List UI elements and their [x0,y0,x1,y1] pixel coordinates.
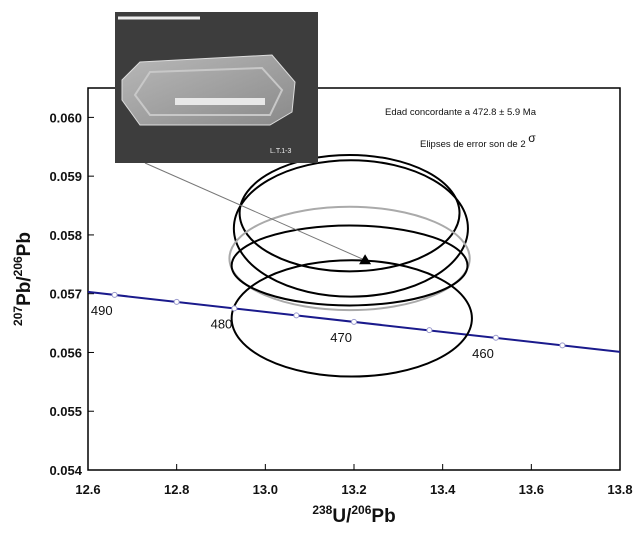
annotation: σ [528,131,536,145]
axis-label-part: U/ [332,506,352,527]
x-tick-label: 13.8 [607,482,632,497]
concordia-point [427,328,432,333]
error-ellipse [232,226,468,306]
axis-label-part: 206 [351,503,371,517]
y-tick-label: 0.056 [49,345,82,360]
concordia-point [294,313,299,318]
y-tick-label: 0.057 [49,287,82,302]
annotation: Elipses de error son de 2 [420,139,528,150]
axis-label-part: Pb/ [14,276,35,306]
concordia-point [174,299,179,304]
y-tick-label: 0.055 [49,404,82,419]
error-ellipse [240,155,460,271]
error-ellipse [229,207,469,310]
concordia-point [493,335,498,340]
axis-label-part: Pb [371,506,395,527]
leader-line [145,163,365,260]
axis-label: 207Pb/206Pb [11,232,35,326]
age-label: 480 [211,316,233,331]
error-ellipse [232,260,472,376]
axis-label-part: 206 [11,256,25,276]
age-label: 460 [472,346,494,361]
y-tick-label: 0.059 [49,169,82,184]
x-tick-label: 13.2 [341,482,366,497]
y-tick-label: 0.060 [49,110,82,125]
age-label: 490 [91,303,113,318]
axis-label: 238U/206Pb [312,503,395,527]
inset-image: L.T.1-3 [115,12,318,163]
y-tick-label: 0.058 [49,228,82,243]
mean-marker [359,254,371,264]
x-tick-label: 12.8 [164,482,189,497]
concordia-point [560,343,565,348]
annotation: Edad concordante a 472.8 ± 5.9 Ma [385,107,537,118]
annotation: Elipses de error son de 2 σ [420,131,536,150]
x-tick-label: 13.4 [430,482,456,497]
concordia-point [352,319,357,324]
y-tick-label: 0.054 [49,463,82,478]
crystal-core [175,98,265,105]
axis-label-part: Pb [14,232,35,256]
x-tick-label: 12.6 [75,482,100,497]
axis-label-part: 238 [312,503,332,517]
page: {"chart_data": { "type": "concordia", "x… [0,0,638,533]
chart: Edad concordante a 472.8 ± 5.9 Ma Elipse… [0,0,638,533]
concordia-point [112,292,117,297]
age-label: 470 [330,330,352,345]
axis-label-part: 207 [11,306,25,326]
x-tick-label: 13.0 [253,482,278,497]
inset-label: L.T.1-3 [270,148,292,155]
concordia-point [232,306,237,311]
x-tick-label: 13.6 [519,482,544,497]
